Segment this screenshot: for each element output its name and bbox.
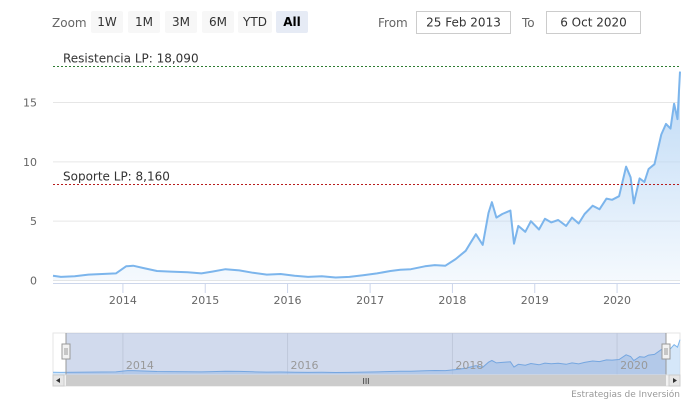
scroll-right-button[interactable] (668, 374, 681, 387)
zoom-1m-label: 1M (135, 15, 153, 29)
zoom-6m-button[interactable]: 6M (202, 11, 234, 33)
zoom-3m-label: 3M (172, 15, 190, 29)
scrollbar-thumb[interactable] (66, 375, 666, 386)
y-tick-label: 15 (23, 97, 37, 110)
zoom-all-label: All (283, 15, 301, 29)
scrollbar[interactable]: III (52, 374, 681, 387)
zoom-1w-button[interactable]: 1W (91, 11, 123, 33)
navigator-x-axis: 2014 2016 2018 2020 (126, 359, 648, 372)
x-axis: 2014 2015 2016 2017 2018 2019 2020 (53, 283, 680, 307)
navigator-tick-label: 2018 (455, 359, 483, 372)
plot-lines: Resistencia LP: 18,090 Soporte LP: 8,160 (53, 52, 680, 185)
zoom-1w-label: 1W (97, 15, 117, 29)
series-area-fill (53, 71, 680, 281)
navigator-handle-right[interactable] (661, 343, 671, 360)
arrow-left-icon (56, 378, 60, 383)
navigator-line (52, 339, 681, 374)
support-label: Soporte LP: 8,160 (63, 170, 170, 184)
navigator-series (52, 339, 681, 375)
zoom-all-button[interactable]: All (276, 11, 308, 33)
arrow-right-icon (673, 378, 677, 383)
series-area (52, 71, 681, 281)
to-date-input[interactable]: 6 Oct 2020 (546, 11, 641, 34)
scroll-left-button[interactable] (52, 374, 65, 387)
navigator-handle-left[interactable] (61, 343, 71, 360)
scrollbar-grip-icon: III (362, 377, 369, 386)
y-axis: 0 5 10 15 (23, 97, 37, 288)
credits-label: Estrategias de Inversión (571, 389, 680, 400)
y-tick-label: 0 (30, 275, 37, 288)
x-tick-label: 2018 (438, 294, 466, 307)
zoom-ytd-button[interactable]: YTD (238, 11, 272, 33)
to-label: To (521, 16, 535, 30)
navigator-tick-label: 2016 (291, 359, 319, 372)
x-tick-label: 2014 (109, 294, 137, 307)
navigator-tick-label: 2014 (126, 359, 154, 372)
zoom-3m-button[interactable]: 3M (165, 11, 197, 33)
zoom-ytd-label: YTD (242, 15, 267, 29)
series-line (52, 71, 681, 279)
x-tick-label: 2020 (603, 294, 631, 307)
from-date-input[interactable]: 25 Feb 2013 (416, 11, 511, 34)
navigator-selection[interactable] (66, 333, 666, 375)
x-tick-label: 2016 (274, 294, 302, 307)
resistance-label: Resistencia LP: 18,090 (63, 52, 199, 66)
zoom-label: Zoom (52, 16, 87, 30)
y-tick-label: 10 (23, 156, 37, 169)
navigator-tick-label: 2020 (620, 359, 648, 372)
x-tick-label: 2017 (356, 294, 384, 307)
navigator-area (53, 339, 680, 375)
from-date-value: 25 Feb 2013 (426, 16, 501, 30)
y-tick-label: 5 (30, 215, 37, 228)
x-tick-label: 2019 (521, 294, 549, 307)
to-date-value: 6 Oct 2020 (560, 16, 627, 30)
x-tick-label: 2015 (191, 294, 219, 307)
from-label: From (378, 16, 408, 30)
zoom-1m-button[interactable]: 1M (128, 11, 160, 33)
zoom-6m-label: 6M (209, 15, 227, 29)
